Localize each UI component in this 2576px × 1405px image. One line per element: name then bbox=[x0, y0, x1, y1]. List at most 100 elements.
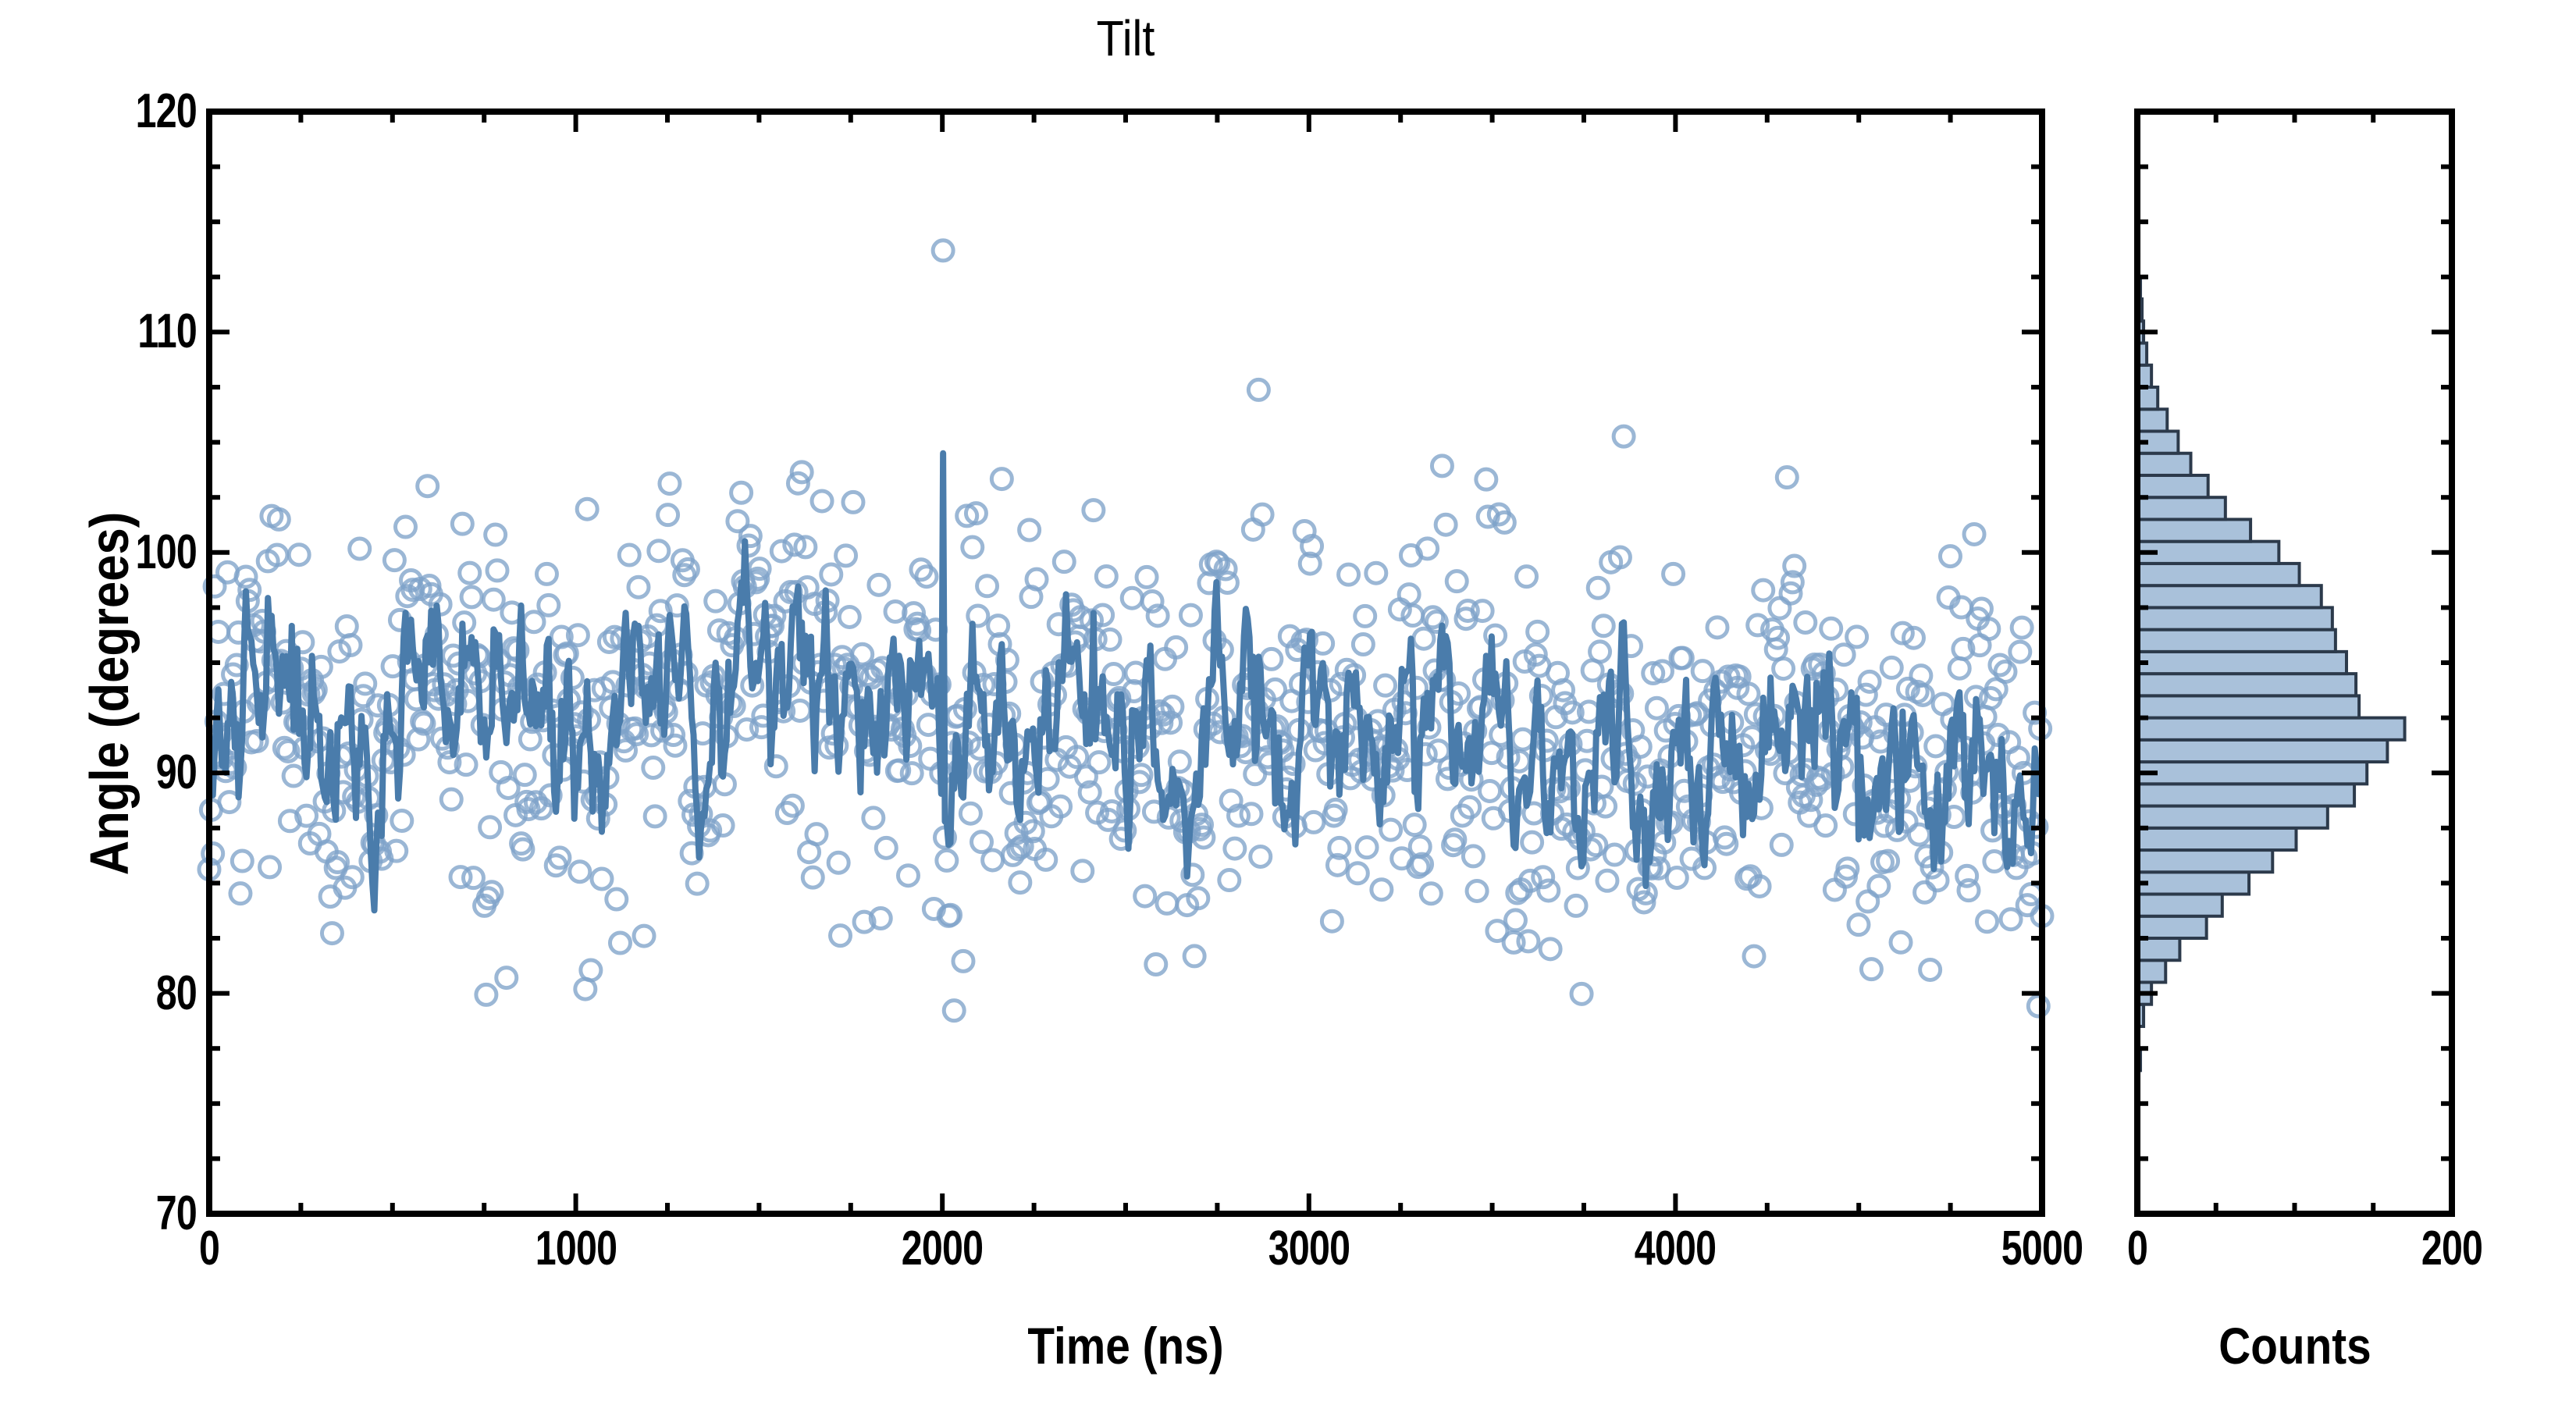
scatter-point bbox=[276, 738, 301, 763]
scatter-point bbox=[1300, 534, 1325, 559]
scatter-point bbox=[521, 610, 546, 635]
scatter-point bbox=[626, 574, 651, 599]
scatter-point bbox=[1611, 424, 1636, 449]
scatter-point bbox=[1319, 909, 1344, 934]
scatter-point bbox=[1327, 835, 1352, 860]
y-tick-label: 120 bbox=[135, 84, 197, 138]
scatter-point bbox=[1191, 825, 1216, 850]
scatter-point bbox=[1186, 886, 1211, 911]
scatter-point bbox=[1160, 694, 1185, 719]
scatter-point bbox=[1631, 890, 1656, 915]
scatter-point bbox=[1813, 813, 1838, 838]
scatter-point bbox=[1433, 512, 1458, 537]
histogram-bar bbox=[2136, 892, 2224, 918]
scatter-point bbox=[1250, 502, 1275, 527]
scatter-point bbox=[217, 790, 242, 815]
scatter-point bbox=[656, 503, 681, 528]
scatter-point bbox=[454, 752, 479, 777]
scatter-point bbox=[624, 722, 649, 747]
scatter-point bbox=[1008, 870, 1033, 895]
scatter-point bbox=[1856, 889, 1880, 914]
scatter-point bbox=[1819, 616, 1844, 641]
scatter-point bbox=[457, 560, 482, 585]
scatter-point bbox=[1402, 813, 1427, 838]
scatter-point bbox=[1901, 625, 1926, 650]
scatter-point bbox=[1690, 659, 1715, 684]
histogram-bar bbox=[2136, 937, 2182, 962]
scatter-point bbox=[1551, 678, 1576, 702]
scatter-point bbox=[1793, 610, 1818, 635]
histogram-bar bbox=[2136, 407, 2169, 433]
scatter-point bbox=[735, 717, 760, 742]
scatter-point bbox=[516, 797, 541, 822]
histogram-bar bbox=[2136, 804, 2329, 830]
scatter-point bbox=[340, 865, 365, 890]
scatter-point bbox=[782, 532, 807, 557]
scatter-point bbox=[780, 793, 805, 818]
scatter-point bbox=[494, 966, 519, 991]
scatter-point bbox=[1664, 865, 1689, 890]
scatter-point bbox=[1364, 560, 1389, 585]
scatter-point bbox=[1379, 817, 1404, 842]
scatter-point bbox=[485, 558, 510, 583]
scatter-point bbox=[1560, 700, 1585, 725]
scatter-point bbox=[1649, 659, 1674, 684]
scatter-point bbox=[511, 837, 535, 862]
scatter-point bbox=[1951, 636, 1976, 661]
scatter-point bbox=[617, 542, 642, 567]
scatter-point bbox=[663, 733, 688, 758]
hist-x-axis-title: Counts bbox=[2218, 1317, 2371, 1375]
scatter-point bbox=[1492, 510, 1517, 535]
histogram-bar bbox=[2136, 672, 2358, 698]
scatter-point bbox=[1134, 564, 1159, 589]
y-tick-label: 100 bbox=[135, 525, 197, 579]
scatter-point bbox=[1119, 585, 1144, 610]
scatter-point bbox=[646, 539, 671, 564]
scatter-point bbox=[1505, 880, 1530, 905]
scatter-point bbox=[2026, 994, 2051, 1019]
y-tick-label: 110 bbox=[137, 304, 197, 359]
scatter-point bbox=[958, 801, 983, 826]
scatter-point bbox=[1588, 639, 1613, 664]
scatter-point bbox=[439, 787, 464, 812]
scatter-point bbox=[1602, 842, 1627, 867]
scatter-point bbox=[1564, 893, 1589, 918]
histogram-bar bbox=[2136, 716, 2407, 742]
scatter-point bbox=[800, 865, 825, 890]
histogram-bar bbox=[2136, 649, 2348, 676]
scatter-point bbox=[393, 514, 418, 539]
scatter-point bbox=[1418, 881, 1443, 906]
scatter-point bbox=[1094, 564, 1119, 589]
scatter-point bbox=[1516, 929, 1541, 954]
scatter-point bbox=[224, 653, 249, 678]
scatter-point bbox=[1846, 912, 1871, 937]
scatter-point bbox=[1955, 863, 1980, 888]
scatter-point bbox=[1164, 635, 1189, 660]
scatter-point bbox=[1034, 847, 1059, 872]
x-tick-label: 5000 bbox=[2001, 1222, 2083, 1275]
scatter-point bbox=[1353, 603, 1378, 628]
scatter-point bbox=[1835, 856, 1860, 881]
scatter-point bbox=[334, 614, 359, 638]
y-tick-label: 90 bbox=[155, 745, 197, 800]
scatter-point bbox=[286, 542, 311, 567]
scatter-point bbox=[1182, 944, 1207, 969]
scatter-point bbox=[1976, 617, 2001, 642]
scatter-point bbox=[819, 562, 844, 587]
scatter-point bbox=[496, 775, 521, 800]
scatter-point bbox=[1923, 734, 1948, 759]
scatter-point bbox=[1281, 752, 1306, 777]
scatter-point bbox=[1517, 868, 1542, 893]
scatter-point bbox=[1503, 908, 1528, 933]
scatter-point bbox=[1407, 834, 1432, 859]
scatter-point bbox=[518, 727, 543, 752]
scatter-point bbox=[1485, 919, 1510, 944]
scatter-point bbox=[1998, 907, 2023, 932]
scatter-point bbox=[1483, 623, 1508, 648]
scatter-point bbox=[975, 574, 1000, 599]
scatter-point bbox=[1133, 884, 1158, 909]
scatter-point bbox=[1751, 578, 1776, 603]
scatter-point bbox=[201, 841, 226, 866]
scatter-point bbox=[899, 761, 924, 786]
scatter-point bbox=[1661, 561, 1686, 586]
